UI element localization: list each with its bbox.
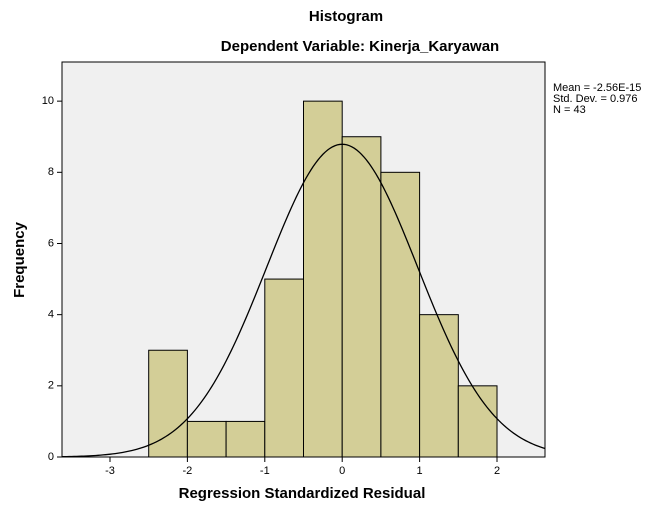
bar [419, 314, 459, 458]
stats-label: Std. Dev. = 0.976 [553, 93, 638, 105]
y-tick-label: 8 [48, 166, 54, 178]
x-axis-label: Regression Standardized Residual [179, 485, 426, 502]
bar [457, 385, 498, 458]
bar [303, 100, 343, 458]
y-tick-label: 6 [48, 237, 54, 249]
stats-label: Mean = -2.56E-15 [553, 82, 641, 94]
x-tick-label: -1 [260, 465, 270, 477]
y-tick-label: 4 [48, 309, 54, 321]
x-tick-label: 2 [494, 465, 500, 477]
bar [148, 349, 188, 458]
x-tick-label: -2 [183, 465, 193, 477]
stats-label: N = 43 [553, 104, 586, 116]
bar [380, 171, 421, 458]
bar [264, 278, 304, 458]
y-tick-label: 2 [48, 380, 54, 392]
bar [186, 420, 227, 458]
y-axis-label: Frequency [11, 221, 28, 298]
normal-curve [61, 143, 546, 458]
chart-title: Histogram [309, 8, 383, 25]
y-tick-label: 10 [42, 95, 54, 107]
y-tick-label: 0 [48, 451, 54, 463]
bar [341, 136, 382, 458]
chart-subtitle: Dependent Variable: Kinerja_Karyawan [221, 38, 499, 55]
x-tick-label: 1 [417, 465, 423, 477]
x-tick-label: 0 [339, 465, 345, 477]
bar [225, 420, 266, 458]
x-tick-label: -3 [105, 465, 115, 477]
